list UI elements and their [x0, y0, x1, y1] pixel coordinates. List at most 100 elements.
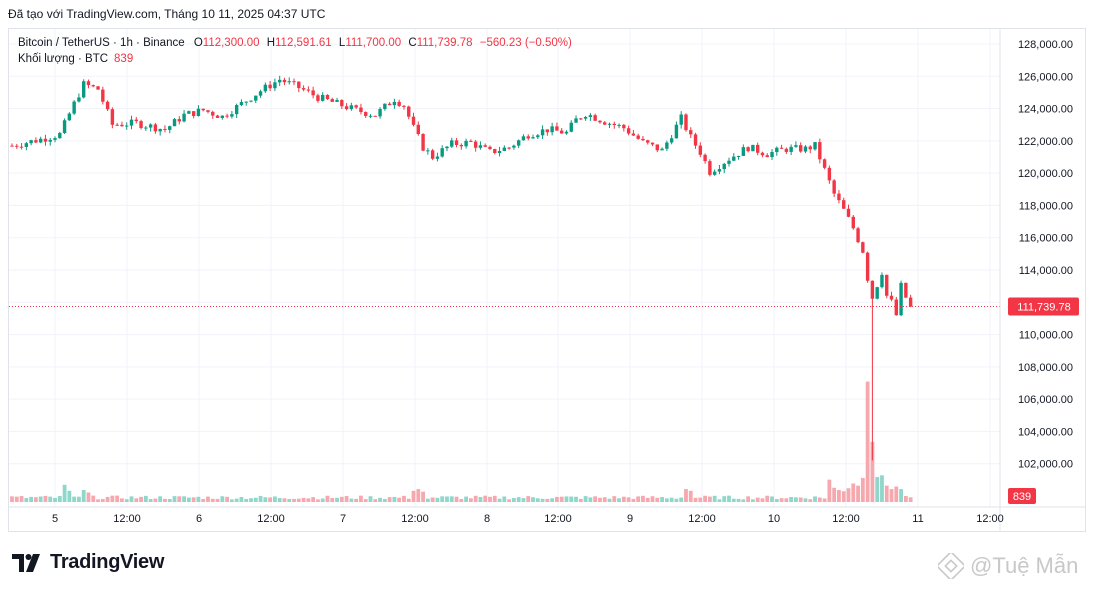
- high-value: 112,591.61: [275, 37, 332, 49]
- volume-label[interactable]: Khối lượng · BTC: [18, 53, 109, 65]
- volume-bar: [497, 498, 502, 502]
- time-tick-label: 12:00: [976, 513, 1004, 525]
- volume-bar: [607, 498, 612, 502]
- volume-bar: [727, 495, 731, 502]
- price-tick-label: 104,000.00: [1018, 426, 1073, 438]
- volume-bar: [564, 496, 569, 502]
- candle-body: [512, 145, 516, 148]
- volume-bar: [301, 497, 306, 502]
- volume-bar: [870, 441, 875, 502]
- volume-bar: [96, 499, 100, 502]
- volume-bar: [354, 498, 359, 502]
- open-label: O: [193, 37, 203, 49]
- candle-body: [24, 143, 29, 147]
- time-tick-label: 10: [768, 513, 780, 525]
- candle-body: [560, 130, 564, 134]
- candle-body: [53, 138, 57, 140]
- volume-bar: [512, 498, 516, 502]
- candle-body: [144, 127, 148, 129]
- volume-bar: [316, 499, 320, 502]
- volume-bar: [880, 475, 884, 502]
- volume-bar: [674, 498, 679, 502]
- candle-body: [588, 115, 593, 117]
- candle-body: [665, 142, 669, 149]
- candle-body: [650, 142, 655, 145]
- candle-body: [58, 133, 62, 139]
- candle-body: [440, 148, 444, 157]
- candle-body: [655, 144, 659, 151]
- candle-body: [478, 145, 483, 148]
- volume-bar: [344, 496, 349, 502]
- volume-bar: [38, 496, 43, 502]
- volume-bar: [598, 497, 602, 502]
- price-chart[interactable]: 102,000.00 104,000.00 106,000.00 108,000.00…: [0, 0, 1094, 540]
- candle-body: [875, 287, 879, 299]
- candle-body: [674, 124, 679, 139]
- candle-body: [19, 146, 24, 148]
- time-tick-label: 12:00: [113, 513, 141, 525]
- volume-bar: [86, 492, 91, 502]
- volume-bar: [440, 496, 445, 502]
- volume-bar: [779, 498, 784, 502]
- volume-bar: [837, 489, 841, 502]
- tradingview-brand[interactable]: TradingView: [12, 551, 164, 574]
- volume-bar: [258, 495, 263, 502]
- candle-body: [43, 138, 48, 142]
- time-tick-label: 12:00: [688, 513, 716, 525]
- candle-body: [220, 115, 225, 118]
- volume-bar: [664, 498, 669, 502]
- time-tick-label: 12:00: [544, 513, 572, 525]
- candle-body: [736, 155, 741, 157]
- time-tick-label: 12:00: [401, 513, 429, 525]
- volume-bar: [459, 499, 464, 502]
- candle-body: [722, 163, 726, 170]
- volume-bar: [908, 497, 913, 502]
- binance-diamond-icon: [938, 553, 964, 579]
- candle-body: [908, 297, 913, 307]
- candle-body: [62, 120, 67, 134]
- candle-body: [846, 208, 851, 217]
- volume-bar: [397, 497, 402, 502]
- volume-bar: [751, 499, 755, 502]
- volume-bar: [421, 491, 425, 502]
- candle-body: [794, 145, 798, 147]
- candle-body: [373, 115, 377, 117]
- candle-body: [191, 111, 196, 116]
- volume-bar: [808, 499, 813, 502]
- volume-bar: [382, 498, 387, 502]
- volume-bar: [48, 496, 53, 502]
- volume-bar: [378, 497, 382, 502]
- volume-bar: [182, 496, 186, 502]
- close-label: C: [408, 37, 417, 49]
- candle-body: [168, 126, 172, 130]
- candle-body: [48, 139, 52, 142]
- candle-body: [454, 140, 459, 146]
- volume-bar: [268, 497, 273, 502]
- volume-bar: [10, 496, 14, 502]
- volume-bar: [578, 498, 583, 502]
- volume-bar: [24, 498, 29, 502]
- symbol-title[interactable]: Bitcoin / TetherUS · 1h · Binance: [18, 37, 185, 49]
- candle-body: [784, 148, 789, 152]
- volume-bar: [626, 497, 631, 502]
- volume-bar: [105, 496, 110, 502]
- volume-bar: [803, 498, 808, 502]
- volume-bar: [273, 496, 277, 502]
- volume-bar: [555, 496, 559, 502]
- candle-body: [564, 131, 569, 134]
- volume-bar: [67, 490, 72, 502]
- candle-body: [827, 167, 832, 181]
- time-tick-label: 9: [627, 513, 633, 525]
- volume-bar: [746, 496, 751, 502]
- volume-bar: [330, 498, 335, 502]
- candle-body: [10, 145, 14, 147]
- candle-body: [493, 149, 497, 154]
- volume-bar: [234, 498, 239, 502]
- candle-body: [254, 95, 258, 101]
- candle-body: [445, 146, 449, 149]
- price-tick-label: 106,000.00: [1018, 394, 1073, 406]
- volume-bar: [669, 497, 674, 502]
- candle-body: [340, 100, 344, 107]
- volume-bar: [430, 497, 435, 502]
- price-tick-label: 124,000.00: [1018, 104, 1073, 116]
